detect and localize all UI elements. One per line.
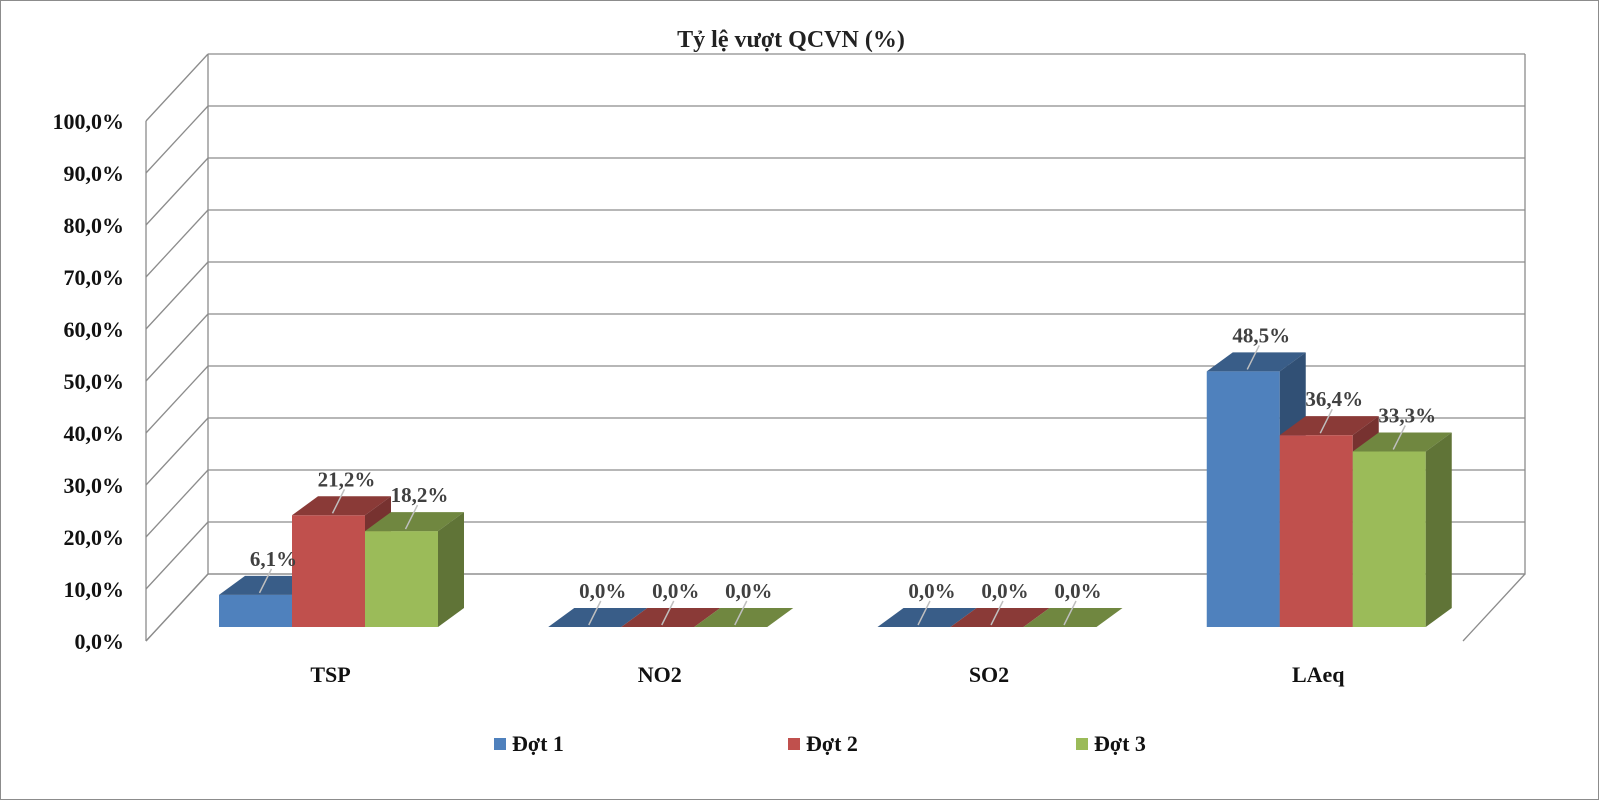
x-tick-label: LAeq — [1292, 662, 1345, 687]
side-gridline — [145, 469, 209, 538]
data-label: 0,0% — [579, 579, 626, 603]
legend-item: Đợt 2 — [788, 731, 858, 756]
side-gridline — [145, 209, 209, 278]
label-leader — [661, 600, 675, 626]
data-labels: 6,1% 21,2% 18,2% 0,0% 0,0% 0,0% 0,0% 0,0% 0,0% 48… — [250, 323, 1436, 626]
y-tick-label: 80,0% — [64, 213, 125, 238]
bar — [1352, 432, 1452, 627]
legend-item: Đợt 1 — [494, 731, 564, 756]
data-label: 33,3% — [1378, 404, 1436, 428]
x-tick-label: SO2 — [969, 662, 1009, 687]
label-leader — [258, 568, 273, 594]
legend-swatch — [494, 738, 506, 750]
x-axis: TSP NO2 SO2 LAeq — [310, 662, 1345, 687]
legend-swatch — [1076, 738, 1088, 750]
data-label: 48,5% — [1232, 323, 1290, 347]
label-leader — [990, 600, 1004, 626]
side-gridline — [145, 105, 209, 174]
data-label: 0,0% — [908, 579, 955, 603]
label-leader — [1392, 425, 1406, 450]
data-label: 6,1% — [250, 547, 297, 571]
data-label: 21,2% — [318, 467, 376, 491]
bar — [877, 608, 977, 627]
data-label: 18,2% — [391, 483, 449, 507]
data-label: 0,0% — [652, 579, 699, 603]
label-leader — [1246, 345, 1260, 370]
y-tick-label: 20,0% — [64, 525, 125, 550]
legend-swatch — [788, 738, 800, 750]
legend: Đợt 1 Đợt 2 Đợt 3 — [494, 731, 1146, 756]
label-leader — [1319, 408, 1333, 434]
side-gridline — [145, 261, 209, 330]
y-tick-label: 100,0% — [53, 109, 125, 134]
bars-layer — [219, 352, 1452, 627]
side-gridline — [145, 573, 209, 642]
legend-label: Đợt 1 — [512, 731, 564, 756]
side-gridline — [145, 521, 209, 590]
y-axis: 0,0% 10,0% 20,0% 30,0% 40,0% 50,0% 60,0% 70,0% 8… — [53, 109, 147, 654]
data-label: 0,0% — [981, 579, 1028, 603]
legend-label: Đợt 2 — [806, 731, 858, 756]
bar — [621, 608, 721, 627]
label-leader — [917, 600, 931, 626]
bar — [950, 608, 1050, 627]
y-tick-label: 60,0% — [64, 317, 125, 342]
label-leader — [588, 600, 602, 626]
bar — [694, 608, 794, 627]
label-leader — [331, 488, 346, 514]
y-tick-label: 0,0% — [75, 629, 125, 654]
x-tick-label: TSP — [310, 662, 350, 687]
label-leader — [734, 600, 748, 626]
data-label: 0,0% — [1054, 579, 1101, 603]
side-gridline — [145, 417, 209, 486]
y-tick-label: 90,0% — [64, 161, 125, 186]
data-label: 36,4% — [1305, 387, 1363, 411]
bar — [1023, 608, 1123, 627]
side-gridline — [145, 365, 209, 434]
label-leader — [404, 504, 419, 530]
legend-label: Đợt 3 — [1094, 731, 1146, 756]
side-gridline — [145, 53, 209, 122]
legend-item: Đợt 3 — [1076, 731, 1146, 756]
side-gridline — [145, 157, 209, 226]
y-tick-label: 30,0% — [64, 473, 125, 498]
label-leader — [1063, 600, 1077, 626]
bar — [365, 512, 464, 627]
x-tick-label: NO2 — [638, 662, 682, 687]
y-tick-label: 40,0% — [64, 421, 125, 446]
side-gridline — [145, 313, 209, 382]
y-tick-label: 70,0% — [64, 265, 125, 290]
data-label: 0,0% — [725, 579, 772, 603]
bar — [548, 608, 648, 627]
y-tick-label: 10,0% — [64, 577, 125, 602]
y-tick-label: 50,0% — [64, 369, 125, 394]
chart-title: Tỷ lệ vượt QCVN (%) — [677, 27, 905, 53]
